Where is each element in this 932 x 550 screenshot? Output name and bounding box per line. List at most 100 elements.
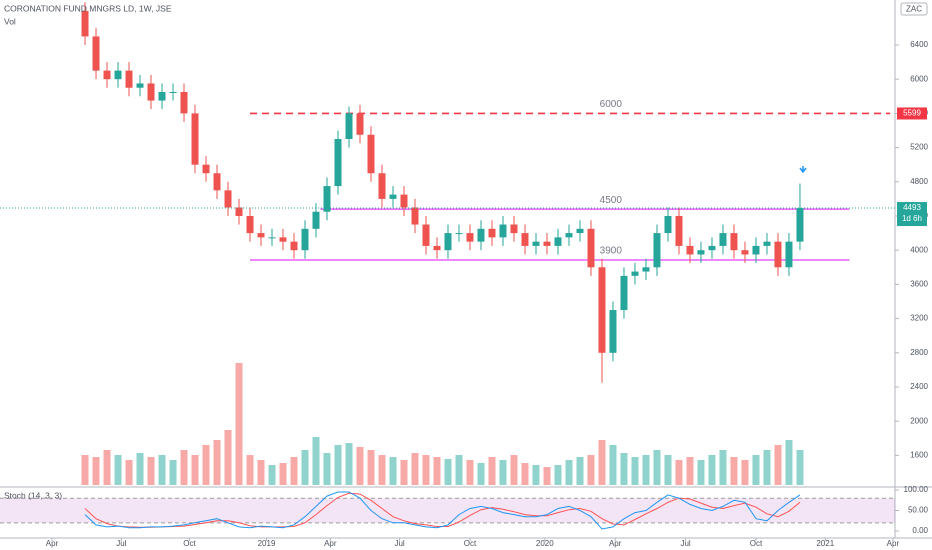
candle-body: [477, 228, 485, 242]
volume-bar: [664, 455, 672, 485]
candle-body: [246, 215, 254, 234]
volume-bar: [389, 457, 397, 485]
candle-body: [202, 164, 210, 174]
volume-bar: [103, 450, 111, 485]
candle-body: [620, 275, 628, 311]
x-tick-label: Jul: [680, 539, 690, 548]
x-tick-label: 2021: [816, 539, 834, 548]
volume-bar: [466, 460, 474, 485]
candle-body: [587, 228, 595, 268]
currency[interactable]: ZAC: [906, 5, 922, 14]
candle-body: [268, 237, 276, 239]
y-tick-label: 2000: [910, 416, 928, 425]
volume-bar: [708, 455, 716, 485]
volume-bar: [422, 455, 430, 485]
volume-bar: [400, 460, 408, 485]
candle-body: [147, 83, 155, 101]
candle-body: [554, 237, 562, 246]
volume-bar: [312, 437, 320, 485]
candle-body: [224, 190, 232, 208]
volume-bar: [620, 453, 628, 485]
y-tick-label: 1600: [910, 451, 928, 460]
volume-bar: [147, 457, 155, 485]
volume-bar: [334, 445, 342, 485]
candle-body: [334, 139, 342, 187]
candle-body: [411, 207, 419, 225]
y-tick-label: 3600: [910, 280, 928, 289]
volume-bar: [741, 460, 749, 485]
volume-bar: [191, 455, 199, 485]
volume-bar: [433, 457, 441, 485]
y-tick-label: 5200: [910, 143, 928, 152]
candle-body: [510, 224, 518, 234]
candle-body: [169, 92, 177, 94]
volume-bar: [235, 363, 243, 485]
candle-body: [774, 241, 782, 268]
candle-body: [323, 186, 331, 212]
chart-title: CORONATION FUND MNGRS LD, 1W, JSE: [4, 3, 172, 13]
candle-body: [92, 36, 100, 71]
y-tick-label: 2400: [910, 382, 928, 391]
candle-body: [312, 211, 320, 229]
volume-bar: [653, 450, 661, 485]
x-tick-label: 2020: [536, 539, 554, 548]
candle-body: [763, 241, 771, 246]
x-tick-label: Oct: [183, 539, 196, 548]
x-tick-label: Apr: [324, 539, 337, 548]
candle-body: [576, 228, 584, 234]
volume-bar: [521, 463, 529, 485]
candle-body: [708, 245, 716, 251]
candle-body: [125, 70, 133, 88]
stoch-tick-label: 0.00: [912, 526, 928, 535]
candle-body: [642, 267, 650, 272]
level-label: 3900: [600, 246, 623, 257]
candle-body: [719, 233, 727, 246]
x-tick-label: Apr: [609, 539, 622, 548]
candle-body: [796, 208, 804, 242]
candle-body: [521, 233, 529, 246]
candle-body: [235, 207, 243, 216]
volume-bar: [675, 460, 683, 485]
candle-body: [466, 233, 474, 242]
candle-body: [290, 241, 298, 251]
volume-label: Vol: [4, 16, 16, 26]
x-tick-label: Oct: [464, 539, 477, 548]
volume-bar: [367, 450, 375, 485]
candle-body: [389, 194, 397, 199]
volume-bar: [499, 460, 507, 485]
volume-bar: [213, 440, 221, 485]
currency-box[interactable]: [900, 2, 928, 16]
countdown-label: 1d 6h: [902, 214, 922, 223]
volume-bar: [752, 455, 760, 485]
candle-body: [741, 250, 749, 255]
volume-bar: [356, 447, 364, 485]
volume-bar: [81, 455, 89, 485]
volume-bar: [114, 455, 122, 485]
volume-bar: [279, 463, 287, 485]
volume-bar: [686, 457, 694, 485]
y-tick-label: 6400: [910, 40, 928, 49]
candle-body: [565, 233, 573, 238]
candle-body: [81, 10, 89, 37]
candle-body: [367, 134, 375, 174]
candle-body: [785, 241, 793, 268]
candle-body: [378, 173, 386, 199]
alert-price-box: [897, 107, 927, 120]
volume-bar: [730, 457, 738, 485]
last-price-label: 4493: [903, 203, 921, 212]
candle-body: [686, 245, 694, 255]
candle-body: [697, 250, 705, 255]
volume-bar: [576, 457, 584, 485]
volume-bar: [642, 455, 650, 485]
y-tick-label: 6000: [910, 74, 928, 83]
marks: [0, 2, 895, 530]
stoch-label: Stoch (14, 3, 3): [4, 490, 62, 500]
volume-bar: [488, 457, 496, 485]
candle-body: [136, 83, 144, 88]
candle-body: [499, 224, 507, 238]
candle-body: [444, 233, 452, 251]
y-tick-label: 4000: [910, 245, 928, 254]
volume-bar: [125, 460, 133, 485]
candle-body: [345, 113, 353, 140]
